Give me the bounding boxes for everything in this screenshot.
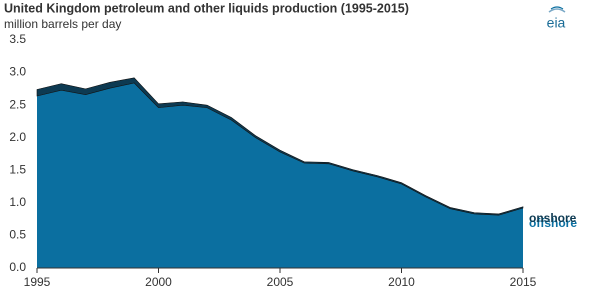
chart-subtitle: million barrels per day xyxy=(4,17,121,31)
y-tick-label: 0.5 xyxy=(9,228,26,242)
y-tick-label: 1.0 xyxy=(9,195,26,209)
logo: eia xyxy=(547,15,566,31)
x-tick-label: 2000 xyxy=(145,275,172,289)
logo-icon xyxy=(548,6,566,13)
y-tick-label: 0.0 xyxy=(9,260,26,274)
x-tick-label: 2015 xyxy=(510,275,537,289)
x-tick-label: 2005 xyxy=(267,275,294,289)
y-tick-label: 3.0 xyxy=(9,65,26,79)
y-tick-label: 3.5 xyxy=(9,32,26,46)
y-tick-label: 2.5 xyxy=(9,97,26,111)
area xyxy=(37,82,523,268)
x-tick-label: 2010 xyxy=(388,275,415,289)
x-tick-label: 1995 xyxy=(24,275,51,289)
legend-label: offshore xyxy=(529,216,577,230)
chart-title: United Kingdom petroleum and other liqui… xyxy=(4,1,409,15)
area xyxy=(36,77,524,216)
legend-label: onshore xyxy=(529,211,577,225)
y-tick-label: 1.5 xyxy=(9,162,26,176)
y-tick-label: 2.0 xyxy=(9,130,26,144)
